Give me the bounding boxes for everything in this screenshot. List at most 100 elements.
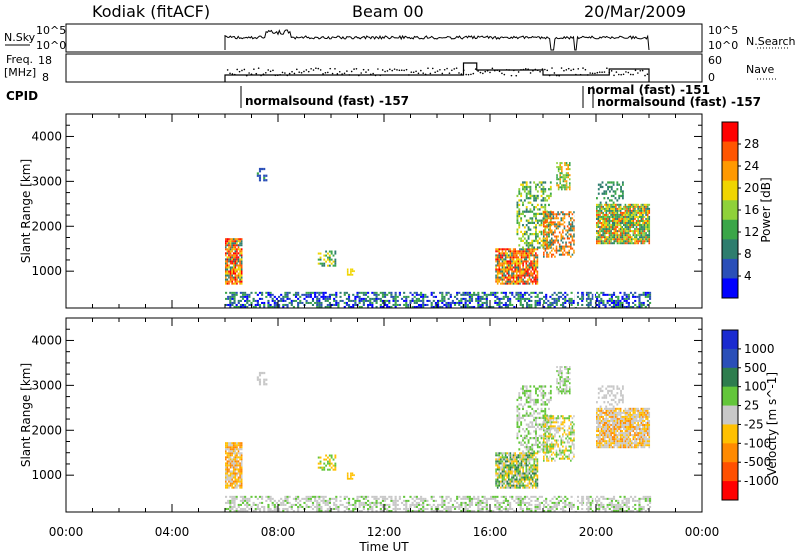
heatmap-cell bbox=[225, 468, 227, 471]
heatmap-cell bbox=[225, 258, 227, 261]
heatmap-cell bbox=[530, 454, 532, 457]
heatmap-cell bbox=[496, 274, 499, 277]
heatmap-cell bbox=[615, 222, 617, 225]
heatmap-cell bbox=[235, 495, 238, 498]
heatmap-cell bbox=[527, 235, 530, 238]
heatmap-cell bbox=[544, 211, 547, 214]
heatmap-cell bbox=[597, 226, 600, 229]
heatmap-cell bbox=[615, 215, 617, 218]
heatmap-cell bbox=[506, 276, 509, 279]
heatmap-cell bbox=[596, 222, 598, 225]
heatmap-cell bbox=[558, 247, 561, 250]
heatmap-cell bbox=[517, 291, 520, 294]
heatmap-cell bbox=[311, 299, 315, 302]
heatmap-cell bbox=[627, 205, 630, 208]
heatmap-cell bbox=[529, 425, 532, 429]
heatmap-cell bbox=[305, 495, 308, 498]
heatmap-cell bbox=[525, 230, 528, 234]
heatmap-cell bbox=[621, 183, 624, 186]
heatmap-cell bbox=[546, 245, 548, 248]
heatmap-cell bbox=[605, 183, 608, 186]
heatmap-cell bbox=[316, 299, 319, 302]
heatmap-cell bbox=[240, 466, 243, 469]
heatmap-cell bbox=[605, 209, 608, 212]
heatmap-cell bbox=[527, 423, 530, 426]
heatmap-cell bbox=[621, 222, 624, 225]
heatmap-cell bbox=[558, 243, 561, 246]
nave-dot bbox=[386, 70, 389, 72]
heatmap-cell bbox=[263, 301, 266, 304]
heatmap-cell bbox=[605, 192, 608, 195]
heatmap-cell bbox=[540, 387, 543, 390]
heatmap-cell bbox=[437, 505, 440, 508]
heatmap-cell bbox=[498, 254, 501, 257]
heatmap-cell bbox=[568, 223, 571, 226]
heatmap-cell bbox=[648, 207, 651, 210]
heatmap-cell bbox=[525, 434, 528, 438]
colorbar-swatch bbox=[722, 278, 738, 299]
heatmap-cell bbox=[367, 303, 370, 306]
heatmap-cell bbox=[239, 280, 241, 283]
heatmap-cell bbox=[535, 458, 537, 461]
heatmap-cell bbox=[643, 209, 646, 212]
heatmap-cell bbox=[490, 293, 493, 296]
nave-dot bbox=[524, 67, 527, 70]
heatmap-cell bbox=[616, 226, 619, 229]
heatmap-cell bbox=[481, 505, 484, 508]
heatmap-cell bbox=[607, 232, 609, 235]
heatmap-cell bbox=[229, 272, 232, 275]
heatmap-cell bbox=[540, 423, 543, 426]
heatmap-cell bbox=[294, 291, 298, 294]
heatmap-cell bbox=[642, 217, 644, 220]
heatmap-cell bbox=[273, 305, 276, 308]
nave-dot bbox=[560, 67, 563, 69]
nave-dot bbox=[558, 75, 560, 77]
heatmap-cell bbox=[550, 243, 553, 246]
heatmap-cell bbox=[239, 509, 242, 512]
heatmap-cell bbox=[529, 401, 532, 404]
heatmap-cell bbox=[333, 297, 336, 300]
heatmap-cell bbox=[373, 501, 376, 504]
heatmap-cell bbox=[540, 188, 543, 191]
heatmap-cell bbox=[258, 501, 262, 504]
heatmap-cell bbox=[324, 297, 327, 300]
heatmap-cell bbox=[318, 503, 321, 506]
heatmap-cell bbox=[557, 166, 560, 169]
heatmap-cell bbox=[597, 234, 600, 237]
heatmap-cell bbox=[390, 499, 393, 502]
heatmap-cell bbox=[481, 509, 484, 512]
heatmap-cell bbox=[535, 437, 537, 440]
heatmap-cell bbox=[509, 254, 512, 257]
heatmap-cell bbox=[396, 499, 399, 502]
heatmap-cell bbox=[434, 505, 437, 508]
heatmap-cell bbox=[506, 486, 509, 489]
heatmap-cell bbox=[234, 280, 237, 283]
heatmap-cell bbox=[237, 276, 240, 279]
heatmap-cell bbox=[373, 495, 376, 498]
heatmap-cell bbox=[634, 209, 636, 212]
heatmap-cell bbox=[527, 464, 529, 467]
heatmap-cell bbox=[527, 486, 529, 489]
heatmap-cell bbox=[512, 256, 515, 259]
heatmap-cell bbox=[525, 414, 528, 417]
heatmap-cell bbox=[640, 203, 643, 206]
heatmap-cell bbox=[236, 238, 238, 241]
heatmap-cell bbox=[515, 460, 518, 463]
heatmap-cell bbox=[525, 183, 528, 186]
heatmap-cell bbox=[496, 460, 499, 463]
heatmap-cell bbox=[225, 474, 227, 477]
heatmap-cell bbox=[240, 272, 243, 275]
heatmap-cell bbox=[523, 385, 526, 388]
heatmap-cell bbox=[475, 497, 478, 500]
heatmap-cell bbox=[415, 301, 418, 304]
heatmap-cell bbox=[615, 240, 617, 243]
heatmap-cell bbox=[527, 197, 530, 200]
heatmap-cell bbox=[610, 299, 613, 302]
heatmap-cell bbox=[549, 221, 551, 224]
heatmap-cell bbox=[623, 509, 626, 512]
heatmap-cell bbox=[417, 305, 421, 308]
nave-dot bbox=[646, 73, 649, 76]
heatmap-cell bbox=[608, 232, 611, 235]
heatmap-cell bbox=[523, 190, 526, 193]
heatmap-cell bbox=[311, 495, 315, 498]
